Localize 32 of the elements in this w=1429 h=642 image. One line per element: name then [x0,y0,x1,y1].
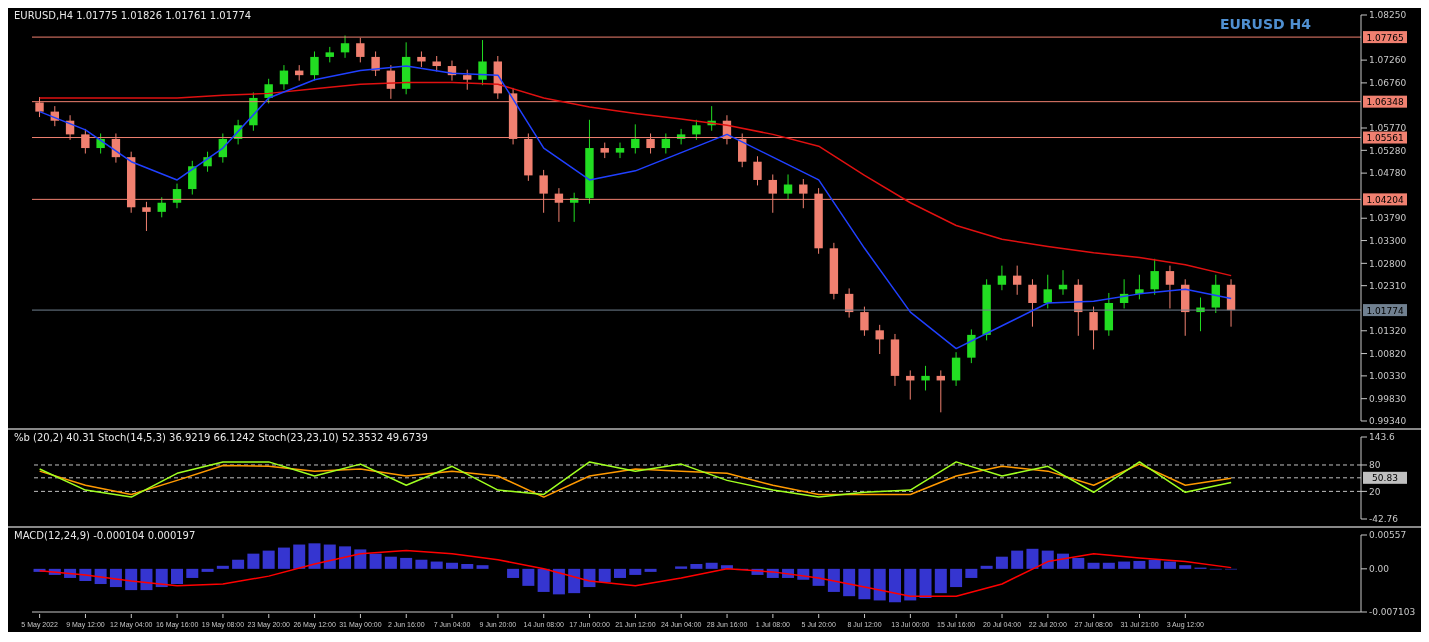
ref-line-label: 1.05561 [1366,133,1404,144]
y-tick-label: 0.99830 [1369,393,1407,404]
y-tick-label: 143.6 [1369,432,1396,443]
ref-line-label: 1.06348 [1366,97,1404,108]
ref-line-label: 50.83 [1372,473,1398,484]
y-tick-label: 1.05280 [1369,145,1407,156]
y-tick-label: 1.07260 [1369,55,1407,66]
y-tick-label: -0.007103 [1369,607,1416,618]
y-tick-label: 1.02800 [1369,258,1407,269]
y-tick-label: 1.06760 [1369,78,1407,89]
ref-line-label: 1.07765 [1366,32,1404,43]
y-tick-label: 1.03300 [1369,235,1407,246]
annotation: %b (20,2) 40.31 Stoch(14,5,3) 36.9219 66.1242 Stoch(23,23,10) 52.3532 49.6739 [14,432,428,443]
y-tick-label: 1.04780 [1369,168,1407,179]
y-tick-label: 1.00820 [1369,348,1407,359]
chart-title: EURUSD H4 [1219,16,1311,32]
y-tick-label: 1.05770 [1369,123,1407,134]
y-tick-label: 20 [1369,486,1381,497]
ref-line-label: 1.01774 [1366,305,1404,316]
y-tick-label: 1.02310 [1369,280,1407,291]
y-tick-label: 0.00 [1369,564,1390,575]
y-tick-label: 0.00557 [1369,530,1407,541]
ref-line-label: 1.04204 [1366,194,1404,205]
y-tick-label: -42.76 [1369,514,1399,525]
y-tick-label: 1.08250 [1369,10,1407,21]
y-tick-label: 0.99340 [1369,416,1407,427]
annotation: EURUSD,H4 1.01775 1.01826 1.01761 1.01774 [14,10,252,21]
y-tick-label: 80 [1369,460,1381,471]
annotation: MACD(12,24,9) -0.000104 0.000197 [14,530,196,541]
y-tick-label: 1.00330 [1369,371,1407,382]
y-tick-label: 1.03790 [1369,213,1407,224]
y-tick-label: 1.01320 [1369,325,1407,336]
